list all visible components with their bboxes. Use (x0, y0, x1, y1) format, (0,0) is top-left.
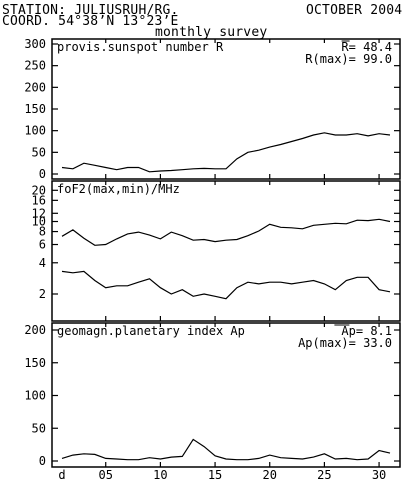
ytick-label: 4 (39, 256, 46, 270)
ytick-label: 200 (24, 80, 46, 94)
ytick-label: 10 (32, 215, 46, 229)
ytick-label: 2 (39, 287, 46, 301)
panel-frame-2 (51, 180, 401, 322)
stat-mean: Ap= 8.1 (341, 324, 392, 338)
xtick-label: 15 (208, 468, 222, 480)
xtick-label: 05 (99, 468, 113, 480)
xtick-label: 10 (153, 468, 167, 480)
ytick-label: 200 (24, 323, 46, 337)
ytick-label: 250 (24, 59, 46, 73)
ytick-label: 8 (39, 225, 46, 239)
series-line-1-1 (61, 132, 391, 173)
stat-mean: R= 48.4 (341, 40, 392, 54)
ytick-label: 0 (39, 454, 46, 468)
ytick-label: 6 (39, 238, 46, 252)
panel-title: geomagn.planetary index Ap (57, 324, 245, 338)
ytick-label: 150 (24, 356, 46, 370)
ytick-label: 50 (32, 145, 46, 159)
panel-title: provis.sunspot number R (57, 40, 224, 54)
ytick-label: 300 (24, 37, 46, 51)
series-line-2-1 (61, 218, 391, 246)
ytick-label: 50 (32, 421, 46, 435)
ytick-label: 0 (39, 167, 46, 181)
stat-max: Ap(max)= 33.0 (298, 336, 392, 350)
panel-title: foF2(max,min)/MHz (57, 182, 180, 196)
coord-label: COORD. 54°38’N 13°23’E (2, 14, 179, 29)
xtick-label: d (58, 468, 65, 480)
ytick-label: 100 (24, 389, 46, 403)
series-line-2-2 (61, 270, 391, 300)
station-label: STATION: JULIUSRUH/RG. (2, 3, 179, 18)
xtick-label: 25 (317, 468, 331, 480)
series-line-3-1 (61, 438, 391, 461)
ytick-label: 12 (32, 206, 46, 220)
ytick-label: 100 (24, 124, 46, 138)
ytick-label: 16 (32, 193, 46, 207)
xtick-label: 30 (372, 468, 386, 480)
ytick-label: 20 (32, 183, 46, 197)
xtick-label: 20 (263, 468, 277, 480)
month-label: OCTOBER 2004 (306, 3, 403, 18)
stat-max: R(max)= 99.0 (305, 52, 392, 66)
ytick-label: 150 (24, 102, 46, 116)
survey-label: monthly survey (155, 25, 268, 40)
